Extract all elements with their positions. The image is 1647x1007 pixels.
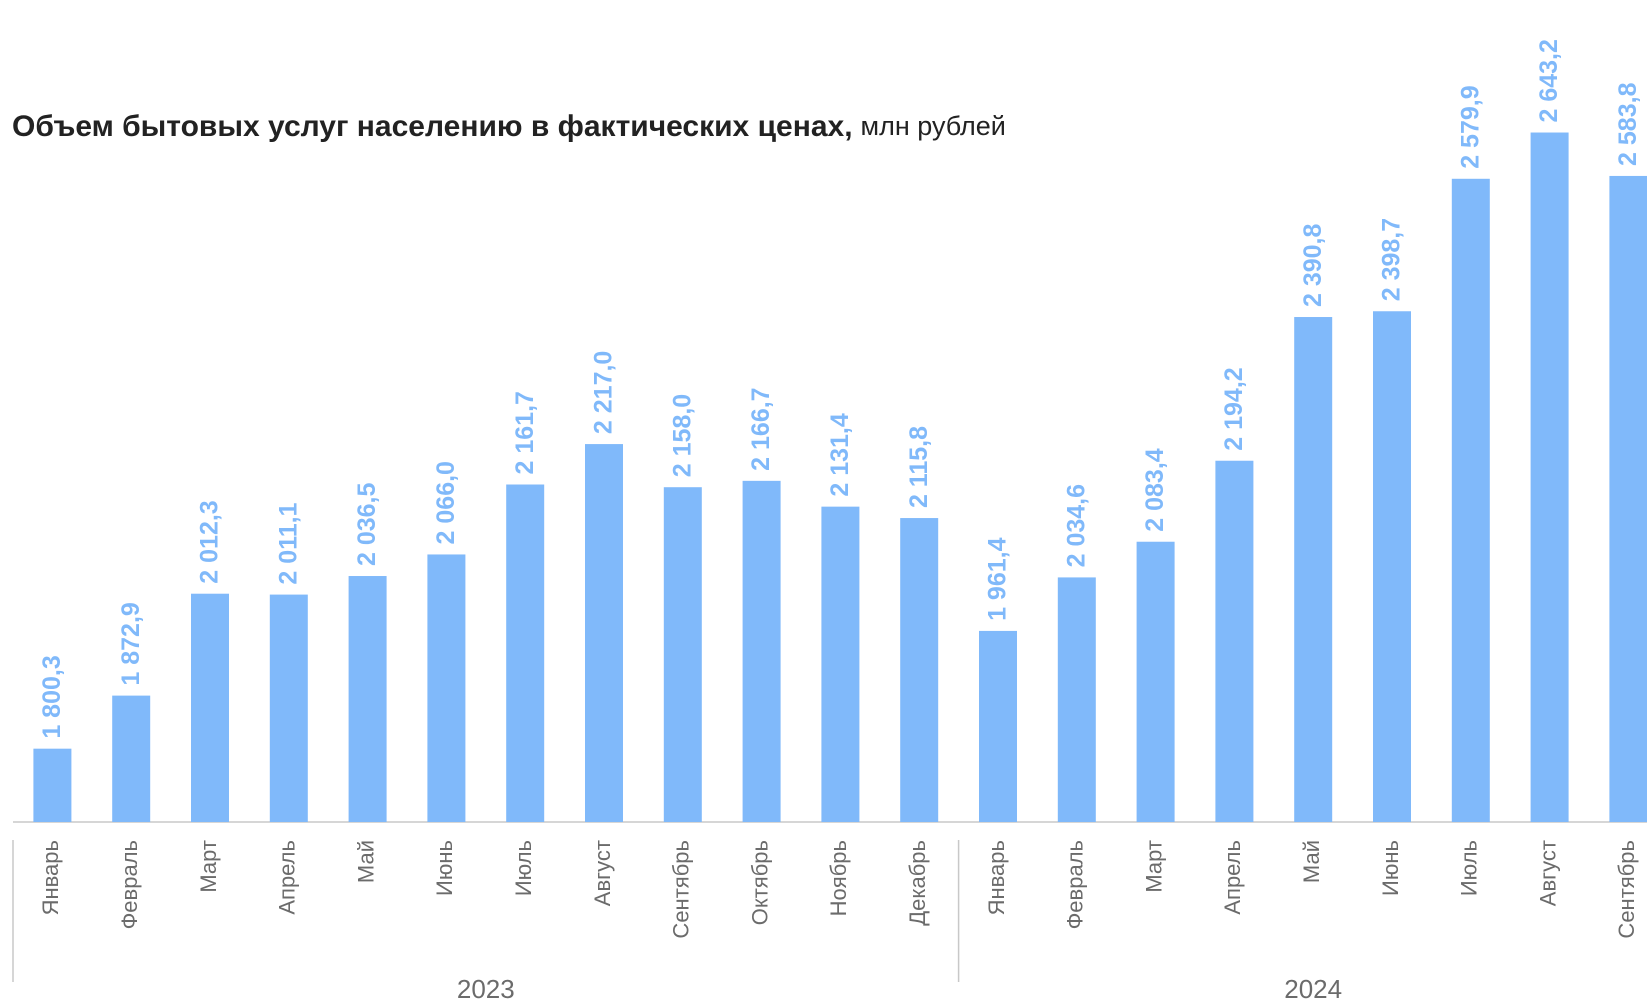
x-tick-label: Март (1141, 840, 1166, 893)
value-label: 2 115,8 (905, 426, 933, 508)
x-tick-label: Февраль (1063, 840, 1088, 929)
bar (427, 554, 466, 822)
x-tick-label: Август (1535, 840, 1560, 906)
bar (1451, 178, 1490, 823)
bar (506, 484, 545, 822)
x-tick-label: Апрель (275, 840, 300, 915)
x-tick-label: Апрель (1220, 840, 1245, 915)
bar (269, 594, 308, 822)
value-label: 2 083,4 (1141, 448, 1169, 532)
value-label: 2 217,0 (590, 351, 618, 434)
value-label: 2 012,3 (196, 500, 224, 583)
value-label: 2 034,6 (1062, 484, 1090, 567)
value-label: 1 800,3 (38, 655, 66, 738)
x-tick-label: Январь (984, 840, 1009, 915)
bar (1294, 317, 1333, 822)
x-tick-label: Ноябрь (826, 840, 851, 916)
bar (1609, 175, 1647, 822)
value-label: 2 583,8 (1614, 82, 1642, 166)
x-tick-label: Июль (1457, 840, 1482, 896)
bar (112, 695, 151, 822)
bar (1215, 460, 1254, 822)
value-label: 2 066,0 (432, 461, 460, 544)
value-label: 2 579,9 (1456, 85, 1484, 168)
x-tick-label: Август (590, 840, 615, 906)
bar (663, 487, 702, 822)
chart-title-line: Объем бытовых услуг населению в фактичес… (12, 110, 1006, 143)
x-tick-label: Март (196, 840, 221, 893)
x-tick-label: Сентябрь (1614, 840, 1639, 939)
x-tick-label: Май (1299, 840, 1324, 883)
x-tick-label: Май (353, 840, 378, 883)
value-label: 2 194,2 (1220, 367, 1248, 450)
chart-title: Объем бытовых услуг населению в фактичес… (12, 110, 853, 143)
value-label: 2 161,7 (511, 391, 539, 474)
bar (1530, 132, 1569, 822)
bar (1057, 577, 1096, 822)
value-label: 2 036,5 (353, 483, 381, 567)
value-label: 1 961,4 (984, 537, 1012, 621)
value-label: 2 011,1 (274, 502, 302, 584)
value-label: 2 158,0 (668, 394, 696, 477)
value-label: 2 166,7 (747, 387, 775, 470)
x-tick-label: Февраль (117, 840, 142, 929)
bar (900, 518, 939, 822)
bar (33, 748, 72, 822)
x-tick-label: Июнь (1378, 840, 1403, 896)
bar (979, 630, 1017, 822)
value-label: 2 398,7 (1378, 218, 1406, 301)
bar (821, 506, 860, 822)
bar (348, 576, 387, 822)
x-tick-label: Декабрь (905, 840, 930, 926)
bar (742, 480, 781, 822)
x-tick-label: Сентябрь (669, 840, 694, 939)
value-label: 2 643,2 (1535, 39, 1563, 122)
chart-unit: млн рублей (861, 111, 1006, 141)
x-tick-label: Июль (511, 840, 536, 896)
bar (585, 444, 623, 822)
value-label: 1 872,9 (117, 602, 145, 685)
x-tick-label: Октябрь (747, 840, 772, 925)
value-label: 2 390,8 (1299, 224, 1327, 308)
x-tick-label: Июнь (432, 840, 457, 896)
group-label: 2023 (457, 974, 515, 1004)
value-label: 2 131,4 (826, 413, 854, 497)
x-tick-label: Январь (38, 840, 63, 915)
group-label: 2024 (1284, 974, 1342, 1004)
bar (1136, 541, 1175, 822)
bar (1373, 311, 1411, 822)
bar (191, 593, 229, 822)
